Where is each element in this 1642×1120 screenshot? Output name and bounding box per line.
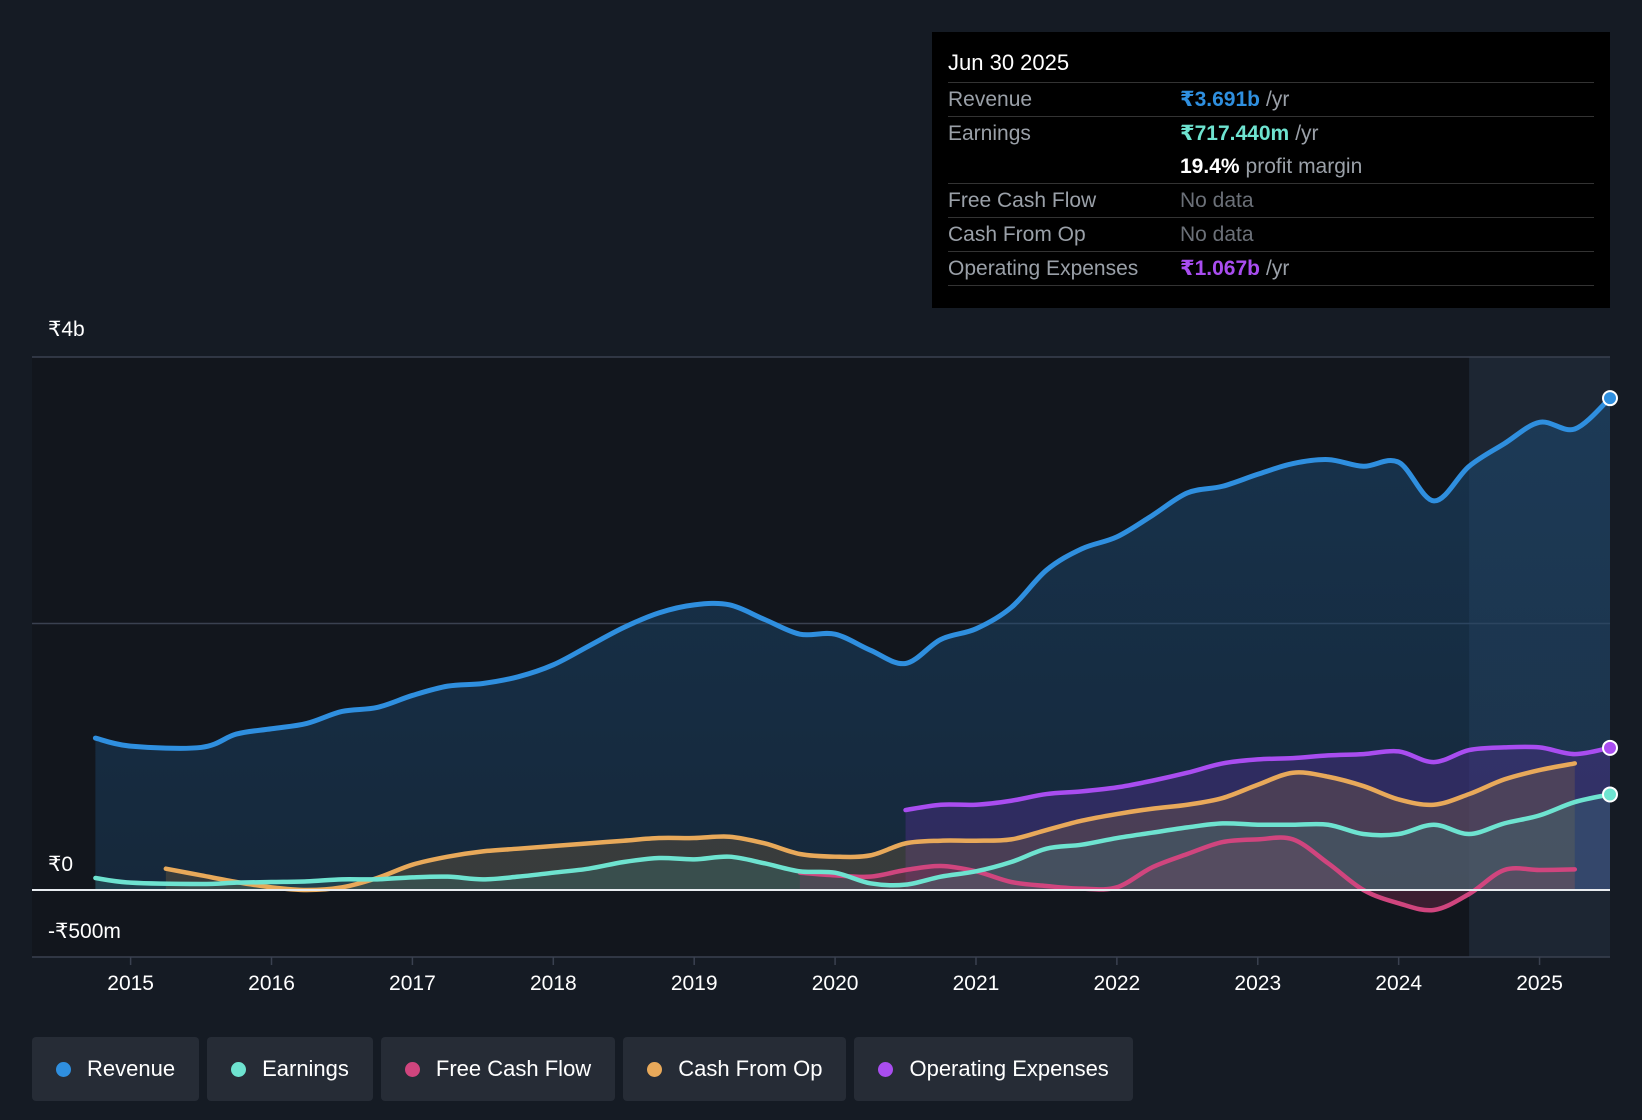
x-tick-label: 2018 <box>530 972 577 995</box>
tooltip-unit-opex: /yr <box>1266 257 1290 280</box>
x-tick-label: 2017 <box>389 972 436 995</box>
tooltip-label-revenue: Revenue <box>948 88 1033 111</box>
tooltip-unit-revenue: /yr <box>1266 88 1290 111</box>
revenue-line <box>92 395 1613 751</box>
legend-label-earnings: Earnings <box>262 1056 349 1081</box>
x-tick-label: 2019 <box>671 972 718 995</box>
legend-item-free-cash-flow[interactable]: Free Cash Flow <box>380 1037 616 1101</box>
tooltip-date: Jun 30 2025 <box>948 48 1594 83</box>
legend-item-revenue[interactable]: Revenue <box>32 1037 200 1101</box>
revenue-end-marker <box>1602 390 1618 407</box>
tooltip-label-earnings: Earnings <box>948 122 1031 145</box>
tooltip-unit-margin: profit margin <box>1245 155 1363 178</box>
tooltip-row-opex: Operating Expenses ₹1.067b/yr <box>948 252 1594 286</box>
tooltip-label-opex: Operating Expenses <box>948 257 1139 280</box>
x-tick-label: 2023 <box>1234 972 1281 995</box>
x-tick-label: 2015 <box>107 972 154 995</box>
revenue-dot-icon <box>56 1061 71 1077</box>
y-tick-label: ₹4b <box>48 318 85 341</box>
tooltip-value-cfo: No data <box>1180 223 1254 246</box>
tooltip-value-opex: ₹1.067b <box>1180 257 1260 280</box>
x-tick-label: 2016 <box>248 972 295 995</box>
legend-label-cash-from-op: Cash From Op <box>678 1056 823 1081</box>
free-cash-flow-line <box>797 835 1578 913</box>
tooltip-row-revenue: Revenue ₹3.691b/yr <box>948 83 1594 117</box>
cash-from-op-line <box>163 761 1578 893</box>
free-cash-flow-area <box>799 837 1575 911</box>
legend-label-free-cash-flow: Free Cash Flow <box>435 1056 592 1081</box>
operating-expenses-end-marker <box>1602 739 1618 756</box>
legend-item-operating-expenses[interactable]: Operating Expenses <box>854 1037 1133 1101</box>
operating-expenses-area <box>905 746 1610 890</box>
tooltip-value-earnings: ₹717.440m <box>1180 122 1290 145</box>
y-tick-label: ₹0 <box>48 853 73 876</box>
cash-from-op-dot-icon <box>647 1061 663 1077</box>
y-tick-label: -₹500m <box>48 920 121 943</box>
tooltip-value-revenue: ₹3.691b <box>1180 88 1260 111</box>
tooltip-value-margin: 19.4% <box>1180 155 1240 178</box>
operating-expenses-dot-icon <box>878 1061 894 1077</box>
legend: Revenue Earnings Free Cash Flow Cash Fro… <box>32 1037 1133 1101</box>
cash-from-op-area <box>165 763 1575 890</box>
tooltip-panel: Jun 30 2025 Revenue ₹3.691b/yr Earnings … <box>932 32 1610 308</box>
x-tick-label: 2021 <box>953 972 1000 995</box>
earnings-dot-icon <box>231 1061 247 1077</box>
x-tick-label: 2024 <box>1375 972 1422 995</box>
earnings-area <box>95 794 1611 890</box>
tooltip-value-fcf: No data <box>1180 189 1254 212</box>
operating-expenses-line <box>903 744 1613 813</box>
legend-item-cash-from-op[interactable]: Cash From Op <box>623 1037 847 1101</box>
x-tick-label: 2022 <box>1094 972 1141 995</box>
tooltip-label-cfo: Cash From Op <box>948 223 1086 246</box>
legend-item-earnings[interactable]: Earnings <box>207 1037 373 1101</box>
tooltip-row-cfo: Cash From Op No data <box>948 218 1594 252</box>
free-cash-flow-dot-icon <box>404 1061 420 1077</box>
tooltip-row-margin: 19.4% profit margin <box>948 150 1594 184</box>
tooltip-label-fcf: Free Cash Flow <box>948 189 1097 212</box>
legend-label-operating-expenses: Operating Expenses <box>909 1056 1109 1081</box>
x-tick-label: 2020 <box>812 972 859 995</box>
tooltip-unit-earnings: /yr <box>1295 122 1319 145</box>
legend-label-revenue: Revenue <box>87 1056 176 1081</box>
earnings-line <box>93 792 1613 888</box>
earnings-end-marker <box>1602 786 1618 803</box>
x-tick-label: 2025 <box>1516 972 1563 995</box>
tooltip-row-earnings: Earnings ₹717.440m/yr <box>948 117 1594 150</box>
tooltip-row-fcf: Free Cash Flow No data <box>948 184 1594 218</box>
